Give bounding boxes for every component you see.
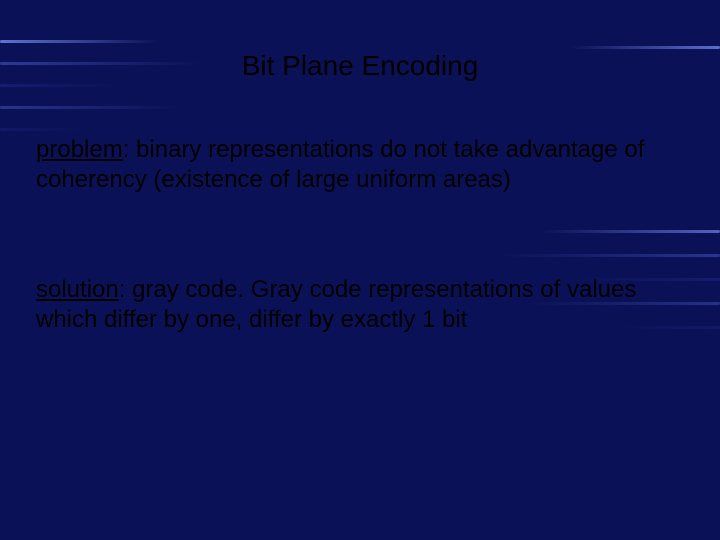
solution-paragraph: solution: gray code. Gray code represent… bbox=[36, 275, 676, 335]
streak bbox=[0, 40, 160, 43]
streak bbox=[540, 230, 720, 233]
solution-text: : gray code. Gray code representations o… bbox=[36, 276, 636, 333]
streak bbox=[570, 46, 720, 49]
streak bbox=[0, 84, 120, 87]
streak bbox=[0, 106, 180, 109]
problem-paragraph: problem: binary representations do not t… bbox=[36, 135, 676, 195]
problem-text: : binary representations do not take adv… bbox=[36, 136, 644, 193]
streak bbox=[0, 128, 80, 131]
problem-label: problem bbox=[36, 136, 123, 163]
slide-title: Bit Plane Encoding bbox=[0, 50, 720, 82]
slide: Bit Plane Encoding problem: binary repre… bbox=[0, 0, 720, 540]
streak bbox=[500, 254, 720, 257]
solution-label: solution bbox=[36, 276, 119, 303]
